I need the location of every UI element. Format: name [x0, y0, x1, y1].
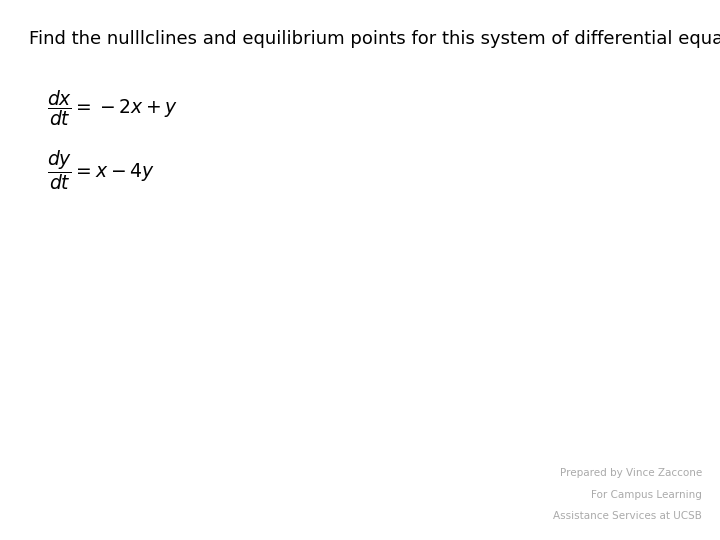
- Text: Find the nulllclines and equilibrium points for this system of differential equa: Find the nulllclines and equilibrium poi…: [29, 30, 720, 48]
- Text: Prepared by Vince Zaccone: Prepared by Vince Zaccone: [559, 468, 702, 478]
- Text: $\dfrac{dy}{dt} = x - 4y$: $\dfrac{dy}{dt} = x - 4y$: [47, 148, 155, 192]
- Text: Assistance Services at UCSB: Assistance Services at UCSB: [553, 511, 702, 521]
- Text: $\dfrac{dx}{dt} = -2x + y$: $\dfrac{dx}{dt} = -2x + y$: [47, 88, 178, 128]
- Text: For Campus Learning: For Campus Learning: [591, 489, 702, 500]
